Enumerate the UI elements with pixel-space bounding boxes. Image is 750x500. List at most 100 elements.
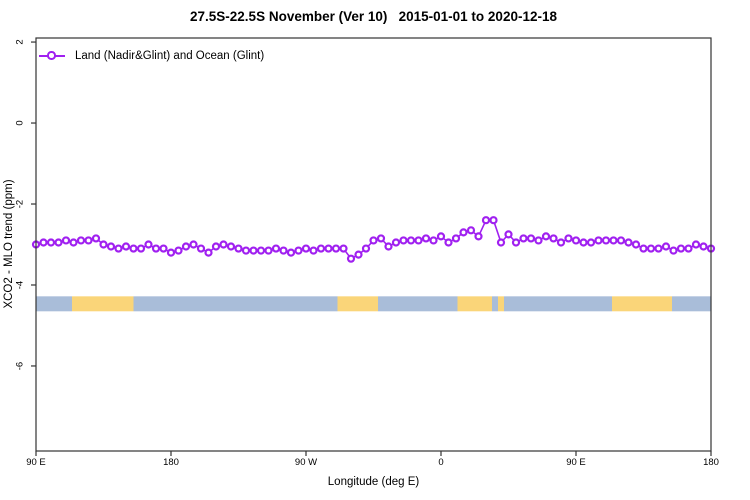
data-point [466,226,476,235]
data-point [556,238,566,247]
y-tick-label: -2 [14,199,26,209]
data-point [699,242,708,251]
data-point [676,244,686,253]
data-point [639,244,648,253]
data-point [264,246,273,255]
data-point [309,246,318,255]
data-point [406,236,416,245]
legend-line-circle-icon [39,51,65,62]
data-point [594,236,603,245]
surface-band-land [612,296,672,312]
data-point [474,232,483,241]
data-point [519,234,528,243]
data-point [496,238,506,247]
data-point [669,246,678,255]
data-point [646,244,656,253]
data-point [376,234,386,243]
data-point [481,216,491,225]
data-point [624,238,633,247]
data-point [436,232,446,241]
data-point [99,240,108,249]
surface-band-ocean [133,296,338,312]
data-point [451,234,461,243]
data-point [586,238,596,247]
data-point [316,244,326,253]
data-point [144,240,153,249]
data-point [391,238,401,247]
data-point [429,236,438,245]
data-point [331,244,341,253]
x-tick-label: 180 [703,457,719,468]
y-tick-label: 0 [14,120,26,126]
data-point [39,238,48,247]
data-point [76,236,86,245]
data-point [114,244,123,253]
x-tick-label: 180 [163,457,179,468]
data-point [504,230,513,239]
data-point [211,242,221,251]
x-tick-label: 90 E [566,457,586,468]
data-point [609,236,618,245]
data-point [421,234,431,243]
data-point [354,250,363,259]
data-point [189,240,198,249]
data-point [249,246,258,255]
data-point [196,244,206,253]
data-point [631,240,641,249]
surface-band-ocean [492,296,498,312]
data-point [136,244,146,253]
data-point [166,248,176,257]
data-point [54,238,63,247]
data-point [181,242,191,251]
data-point [399,236,408,245]
data-point [369,236,378,245]
y-tick-label: 2 [14,39,26,45]
x-tick-label: 0 [438,457,444,468]
data-point [61,236,71,245]
data-point [339,244,348,253]
data-point [46,238,56,247]
data-point [571,236,581,245]
data-point [301,244,311,253]
data-point [234,244,243,253]
data-point [271,244,281,253]
data-point [564,234,573,243]
data-point [414,236,423,245]
surface-band-ocean [672,296,711,312]
data-point [69,238,78,247]
data-point [91,234,101,243]
data-point [241,246,251,255]
data-point [444,238,453,247]
plot-border [35,37,712,452]
surface-band-land [498,296,504,312]
surface-band-ocean [504,296,612,312]
legend: Land (Nadir&Glint) and Ocean (Glint) [39,50,264,62]
data-point [661,242,671,251]
data-point [511,238,521,247]
data-point [294,246,303,255]
data-point [459,228,468,237]
data-point [654,244,663,253]
data-point [121,242,131,251]
data-point [549,234,558,243]
data-point [151,244,161,253]
data-point [226,242,236,251]
data-point [256,246,266,255]
y-tick-label: -6 [14,361,26,371]
x-tick-label: 90 W [294,457,318,468]
data-point [279,246,288,255]
data-point [204,248,213,257]
surface-band-ocean [378,296,458,312]
y-axis-label: XCO2 - MLO trend (ppm) [3,179,15,309]
data-point [106,242,116,251]
data-point [219,240,228,249]
data-point [534,236,543,245]
data-point [691,240,701,249]
data-point [579,238,588,247]
surface-band-land [337,296,378,312]
data-point [384,242,393,251]
data-point [324,244,333,253]
x-axis-label: Longitude (deg E) [327,476,420,488]
